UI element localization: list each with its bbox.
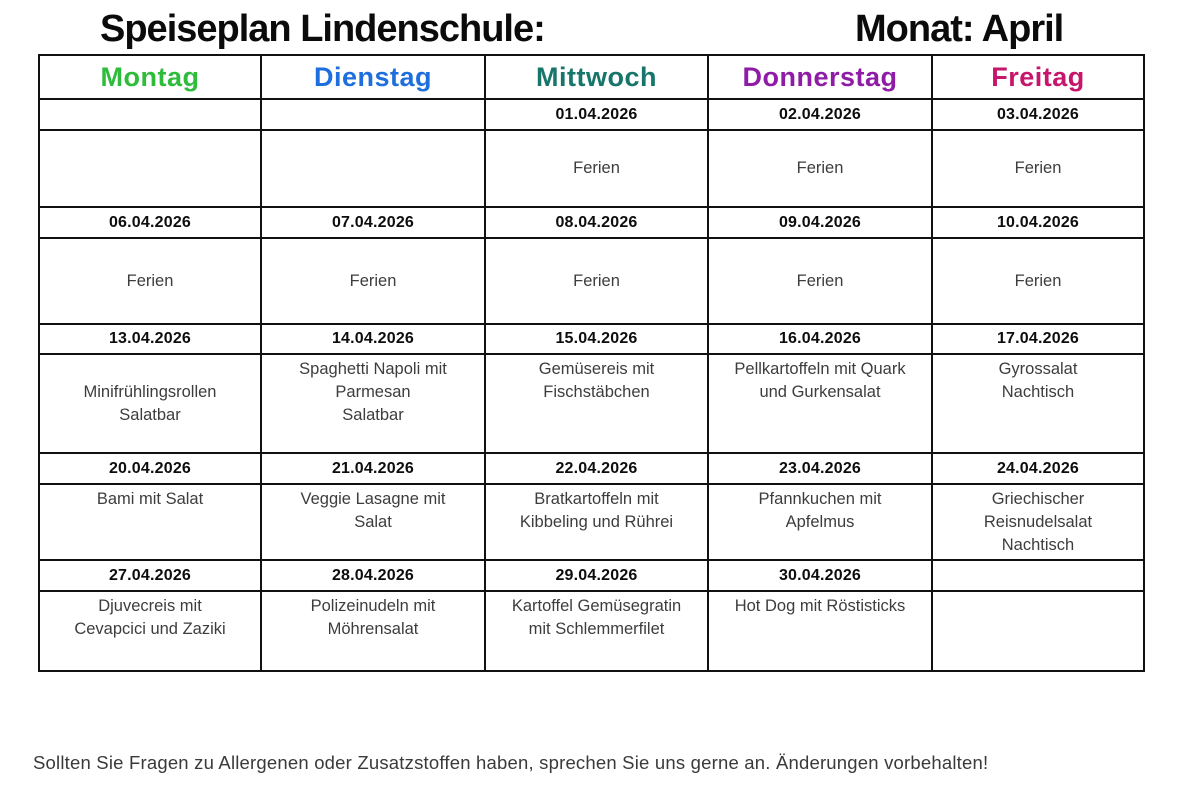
meal-cell-freitag-week-3: Gyrossalat Nachtisch (931, 353, 1145, 454)
date-cell-donnerstag-week-5: 30.04.2026 (707, 559, 933, 592)
date-row-week-5: 27.04.2026 28.04.2026 29.04.2026 30.04.2026 (38, 559, 1145, 592)
meal-cell-freitag-week-4: Griechischer Reisnudelsalat Nachtisch (931, 483, 1145, 561)
meal-cell-dienstag-week-1 (260, 129, 486, 208)
meal-cell-dienstag-week-2: Ferien (260, 237, 486, 325)
meal-cell-donnerstag-week-2: Ferien (707, 237, 933, 325)
meal-cell-dienstag-week-3: Spaghetti Napoli mit Parmesan Salatbar (260, 353, 486, 454)
meal-cell-mittwoch-week-2: Ferien (484, 237, 709, 325)
meal-cell-freitag-week-5 (931, 590, 1145, 672)
meal-row-week-2: Ferien Ferien Ferien Ferien Ferien (38, 237, 1145, 325)
meal-row-week-1: Ferien Ferien Ferien (38, 129, 1145, 208)
day-header-donnerstag: Donnerstag (707, 54, 933, 100)
footer-note: Sollten Sie Fragen zu Allergenen oder Zu… (33, 752, 989, 773)
day-header-montag: Montag (38, 54, 262, 100)
meal-cell-montag-week-2: Ferien (38, 237, 262, 325)
date-cell-montag-week-1 (38, 98, 262, 131)
date-cell-freitag-week-5 (931, 559, 1145, 592)
meal-row-week-4: Bami mit Salat Veggie Lasagne mit Salat Br… (38, 483, 1145, 561)
day-header-mittwoch: Mittwoch (484, 54, 709, 100)
date-cell-donnerstag-week-2: 09.04.2026 (707, 206, 933, 239)
date-cell-dienstag-week-3: 14.04.2026 (260, 323, 486, 355)
meal-cell-mittwoch-week-5: Kartoffel Gemüsegratin mit Schlemmerfile… (484, 590, 709, 672)
day-header-freitag: Freitag (931, 54, 1145, 100)
date-cell-mittwoch-week-2: 08.04.2026 (484, 206, 709, 239)
meal-cell-donnerstag-week-3: Pellkartoffeln mit Quark und Gurkensalat (707, 353, 933, 454)
month-label: Monat: April (855, 8, 1064, 50)
date-cell-montag-week-3: 13.04.2026 (38, 323, 262, 355)
date-cell-montag-week-5: 27.04.2026 (38, 559, 262, 592)
date-cell-donnerstag-week-4: 23.04.2026 (707, 452, 933, 485)
date-row-week-1: 01.04.2026 02.04.2026 03.04.2026 (38, 98, 1145, 131)
date-cell-freitag-week-3: 17.04.2026 (931, 323, 1145, 355)
meal-cell-dienstag-week-5: Polizeinudeln mit Möhrensalat (260, 590, 486, 672)
title-row: Speiseplan Lindenschule: Monat: April (0, 6, 1180, 54)
date-row-week-3: 13.04.2026 14.04.2026 15.04.2026 16.04.2026… (38, 323, 1145, 355)
date-cell-dienstag-week-4: 21.04.2026 (260, 452, 486, 485)
meal-plan-table: Montag Dienstag Mittwoch Donnerstag Freitag … (38, 54, 1145, 672)
meal-cell-montag-week-1 (38, 129, 262, 208)
date-cell-dienstag-week-1 (260, 98, 486, 131)
meal-cell-montag-week-5: Djuvecreis mit Cevapcici und Zaziki (38, 590, 262, 672)
meal-cell-donnerstag-week-5: Hot Dog mit Röstisticks (707, 590, 933, 672)
date-cell-mittwoch-week-5: 29.04.2026 (484, 559, 709, 592)
date-cell-dienstag-week-2: 07.04.2026 (260, 206, 486, 239)
date-cell-freitag-week-2: 10.04.2026 (931, 206, 1145, 239)
date-cell-donnerstag-week-3: 16.04.2026 (707, 323, 933, 355)
date-row-week-2: 06.04.2026 07.04.2026 08.04.2026 09.04.2026… (38, 206, 1145, 239)
day-header-dienstag: Dienstag (260, 54, 486, 100)
meal-cell-montag-week-3: Minifrühlingsrollen Salatbar (38, 353, 262, 454)
date-row-week-4: 20.04.2026 21.04.2026 22.04.2026 23.04.2026… (38, 452, 1145, 485)
date-cell-montag-week-4: 20.04.2026 (38, 452, 262, 485)
date-cell-mittwoch-week-1: 01.04.2026 (484, 98, 709, 131)
date-cell-freitag-week-1: 03.04.2026 (931, 98, 1145, 131)
meal-row-week-5: Djuvecreis mit Cevapcici und Zaziki Poliz… (38, 590, 1145, 672)
meal-cell-donnerstag-week-1: Ferien (707, 129, 933, 208)
date-cell-mittwoch-week-4: 22.04.2026 (484, 452, 709, 485)
date-cell-mittwoch-week-3: 15.04.2026 (484, 323, 709, 355)
meal-cell-freitag-week-2: Ferien (931, 237, 1145, 325)
date-cell-donnerstag-week-1: 02.04.2026 (707, 98, 933, 131)
meal-cell-mittwoch-week-4: Bratkartoffeln mit Kibbeling und Rührei (484, 483, 709, 561)
meal-cell-donnerstag-week-4: Pfannkuchen mit Apfelmus (707, 483, 933, 561)
meal-row-week-3: Minifrühlingsrollen Salatbar Spaghetti Na… (38, 353, 1145, 454)
meal-cell-freitag-week-1: Ferien (931, 129, 1145, 208)
meal-cell-mittwoch-week-1: Ferien (484, 129, 709, 208)
meal-cell-dienstag-week-4: Veggie Lasagne mit Salat (260, 483, 486, 561)
date-cell-freitag-week-4: 24.04.2026 (931, 452, 1145, 485)
page-title: Speiseplan Lindenschule: (100, 8, 546, 50)
day-header-row: Montag Dienstag Mittwoch Donnerstag Freitag (38, 54, 1145, 100)
date-cell-montag-week-2: 06.04.2026 (38, 206, 262, 239)
date-cell-dienstag-week-5: 28.04.2026 (260, 559, 486, 592)
meal-cell-mittwoch-week-3: Gemüsereis mit Fischstäbchen (484, 353, 709, 454)
meal-cell-montag-week-4: Bami mit Salat (38, 483, 262, 561)
